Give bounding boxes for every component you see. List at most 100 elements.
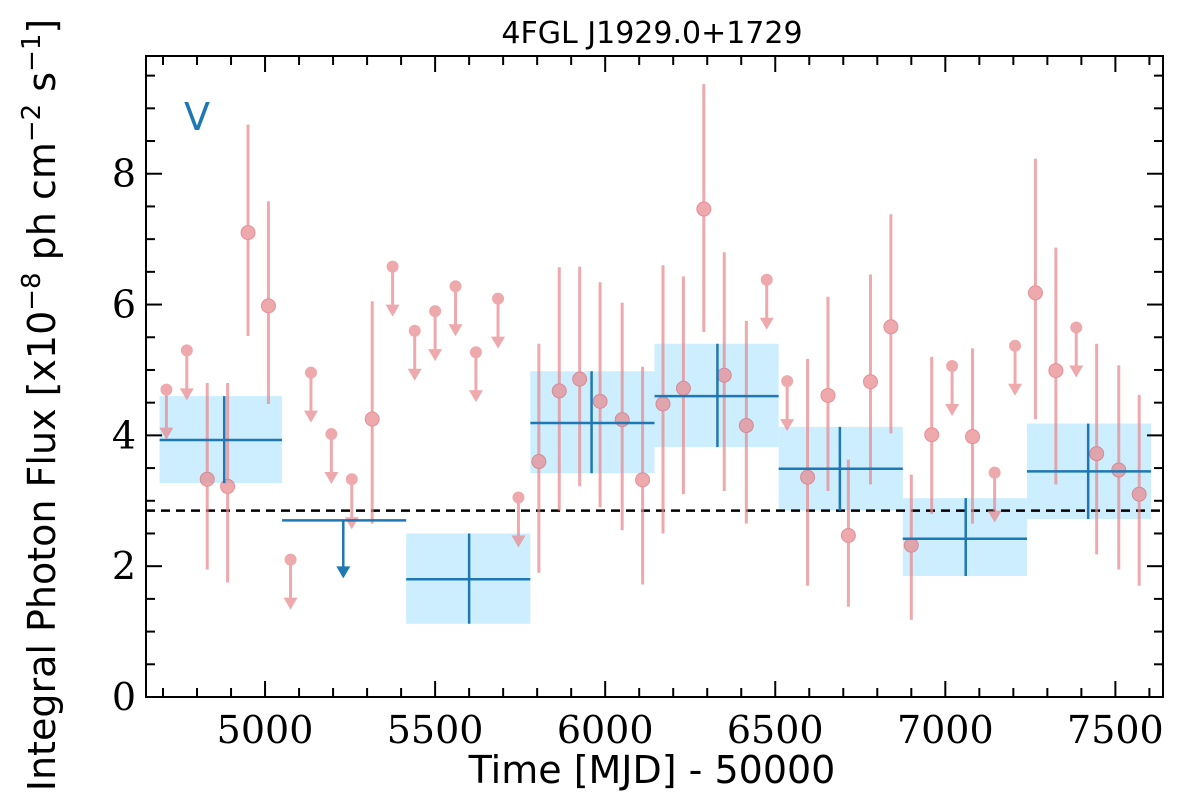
upper-limit-marker [325, 428, 338, 441]
upper-limit-arrow-head [324, 472, 339, 485]
fine-bin-point [987, 466, 1002, 523]
y-tick-label: 2 [112, 544, 136, 588]
fine-bin-point [531, 343, 547, 573]
upper-limit-marker [946, 360, 959, 373]
fine-bin-point [1027, 158, 1043, 420]
y-axis-label-main: Integral Photon Flux [x10 [20, 311, 64, 792]
upper-limit-arrow-head [1069, 365, 1084, 378]
fine-point-marker [1048, 363, 1064, 379]
upper-limit-arrow-head [179, 388, 194, 401]
fine-bin-point [572, 266, 588, 487]
fine-bin-point [780, 375, 795, 432]
fine-point-marker [862, 374, 878, 390]
fine-point-marker [840, 527, 856, 543]
fine-point-marker [260, 298, 276, 314]
fine-point-marker [903, 537, 919, 553]
fine-bin-point [759, 273, 774, 330]
upper-limit-arrow-head [491, 336, 506, 349]
upper-limit-marker [284, 553, 297, 566]
fine-bin-point [696, 84, 712, 333]
fine-bin-point [862, 274, 878, 485]
x-tick-label: 7500 [1067, 708, 1164, 752]
upper-limit-arrow-head [987, 510, 1002, 523]
upper-limit-marker [1009, 339, 1022, 352]
y-tick-label: 6 [112, 283, 136, 327]
fine-bin-point [1048, 247, 1064, 485]
upper-limit-marker [760, 273, 773, 286]
fine-bin-point [635, 366, 651, 585]
fine-point-marker [199, 471, 215, 487]
plot-frame [145, 55, 1164, 698]
fine-bin-point [199, 383, 215, 570]
fine-bin-point [551, 267, 567, 511]
x-axis-label: Time [MJD] - 50000 [468, 748, 836, 792]
x-tick-labels: 5000 5500 6000 6500 7000 7500 [217, 708, 1164, 752]
fine-bin-point [840, 459, 856, 607]
fine-bin-point [407, 324, 422, 381]
upper-limit-marker [781, 375, 794, 388]
upper-limit-marker [429, 305, 442, 318]
fine-point-marker [883, 319, 899, 335]
upper-limit-arrow-head [283, 597, 298, 610]
fine-point-marker [572, 371, 588, 387]
fine-bin-point [240, 124, 256, 336]
x-tick-label: 5000 [217, 708, 314, 752]
y-axis-label-exp1: −8 [17, 272, 47, 310]
fine-bin-point [303, 366, 318, 423]
y-axis-label-close: ] [20, 19, 64, 34]
upper-limit-marker [408, 324, 421, 337]
x-tick-label: 7000 [897, 708, 994, 752]
fine-bin-point [283, 553, 298, 610]
fine-bin-point [820, 296, 836, 491]
upper-limit-marker [304, 366, 317, 379]
fine-bin-point [655, 265, 671, 534]
fine-bin-point [592, 282, 608, 508]
upper-limit-marker [492, 292, 505, 305]
upper-limit-marker [449, 280, 462, 293]
upper-limit-arrow-head [780, 419, 795, 432]
upper-limit-arrow-head [407, 368, 422, 381]
chart-title: 4FGL J1929.0+1729 [501, 16, 802, 51]
fine-bin-point [614, 302, 630, 531]
y-tick-label: 8 [112, 152, 136, 196]
fine-bin-point [675, 276, 691, 495]
fine-bin-point [903, 474, 919, 620]
x-tick-label: 5500 [387, 708, 484, 752]
fine-point-marker [220, 478, 236, 494]
fine-bin-point [1111, 365, 1127, 570]
upper-limit-marker [512, 491, 525, 504]
fine-bin-point [924, 356, 940, 514]
y-axis-label-exp3: −1 [17, 34, 47, 72]
fine-bin-point [1131, 394, 1147, 586]
upper-limit-marker [160, 383, 173, 396]
upper-limit-arrow-head [759, 317, 774, 330]
fine-point-marker [240, 225, 256, 241]
fine-point-marker [655, 396, 671, 412]
fine-point-marker [965, 429, 981, 445]
fine-point-marker [1027, 285, 1043, 301]
fine-bin-point [965, 348, 981, 524]
y-axis-label: Integral Photon Flux [x10−8 ph cm−2 s−1] [17, 19, 64, 792]
plot-area [145, 55, 1164, 698]
upper-limit-arrow-head [448, 324, 463, 337]
fine-bin-point [428, 305, 443, 362]
y-axis-label-mid: ph cm [20, 142, 64, 272]
upper-limit-marker [180, 344, 193, 357]
coarse-upper-limit-head [336, 566, 351, 579]
fine-bin-point [179, 344, 194, 401]
upper-limit-marker [469, 346, 482, 359]
fine-bin-point [945, 360, 960, 417]
fine-point-marker [716, 367, 732, 383]
upper-limit-arrow-head [1008, 383, 1023, 396]
upper-limit-arrow-head [511, 535, 526, 548]
fine-point-marker [551, 383, 567, 399]
upper-limit-marker [345, 473, 358, 486]
fine-bin-point [159, 383, 174, 440]
upper-limit-arrow-head [468, 390, 483, 403]
fine-point-marker [924, 427, 940, 443]
fine-point-marker [531, 454, 547, 470]
y-axis-label-exp2: −2 [17, 104, 47, 142]
fine-bin-point [738, 320, 754, 524]
fine-bin-point [1008, 339, 1023, 396]
